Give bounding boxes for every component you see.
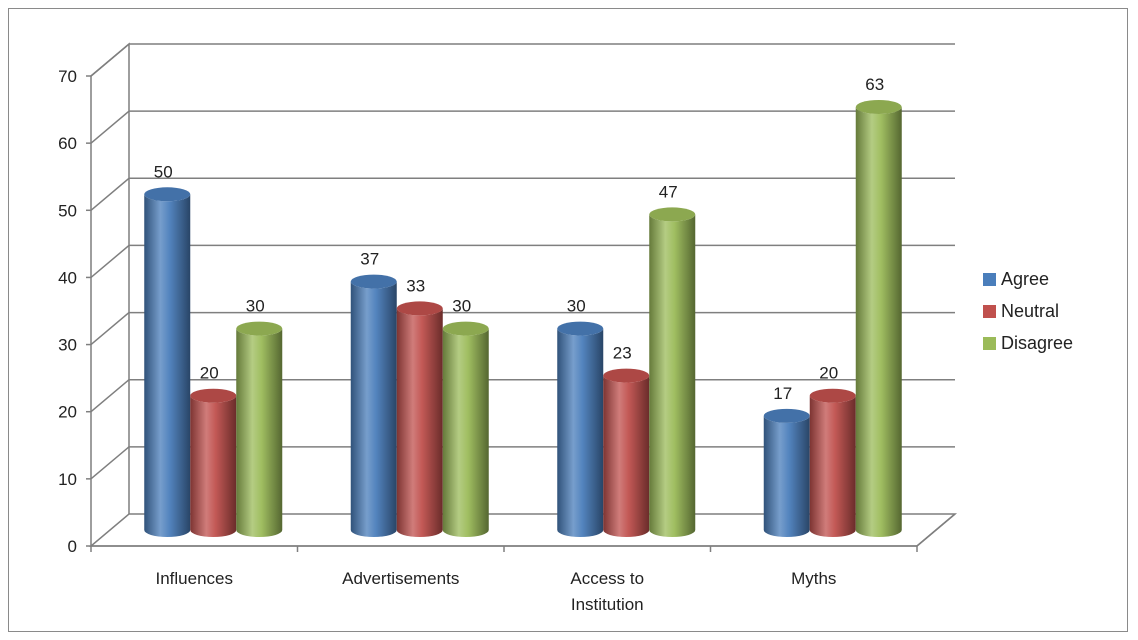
x-axis: Influences Advertisements Access to Institu… [90, 513, 956, 614]
y-tick-label-0: 0 [68, 537, 77, 556]
x-tick-label-myths: Myths [791, 569, 836, 588]
data-label-myths-neutral: 20 [819, 364, 838, 383]
x-axis-edge [916, 513, 956, 547]
legend-swatch-agree [983, 273, 996, 286]
data-label-access-to-institution-neutral: 23 [613, 344, 632, 363]
bar-advertisements-agree [350, 281, 397, 537]
data-label-influences-agree: 50 [154, 162, 173, 181]
y-tick-label-30: 30 [58, 336, 77, 355]
y-tick-label-50: 50 [58, 201, 77, 220]
bar-myths-disagree [855, 107, 902, 537]
y-tick-label-20: 20 [58, 403, 77, 422]
bar-top-advertisements-neutral [396, 301, 443, 316]
bar-top-influences-agree [144, 187, 191, 202]
x-tick-label-line: Access to [570, 569, 644, 588]
bar-top-access-to-institution-neutral [603, 368, 650, 383]
x-tick-label-advertisements: Advertisements [342, 569, 459, 588]
bar-top-myths-disagree [855, 100, 902, 114]
x-tick-label-line: Myths [791, 569, 836, 588]
data-label-advertisements-disagree: 30 [452, 297, 471, 316]
x-tick-label-influences: Influences [156, 569, 234, 588]
gridline-side-60 [90, 110, 130, 144]
bar-access-to-institution-neutral [603, 375, 650, 537]
clustered-cylinder-chart: 0 10 20 30 40 50 60 70 50 20 30 37 33 30 30 23 47 17 20 63… [58, 42, 1073, 614]
y-tick-label-10: 10 [58, 470, 77, 489]
bar-access-to-institution-disagree [649, 214, 696, 537]
y-tick-label-70: 70 [58, 67, 77, 86]
legend: Agree Neutral Disagree [983, 269, 1073, 353]
side-wall [90, 42, 130, 546]
bar-top-access-to-institution-disagree [649, 207, 696, 222]
bar-influences-disagree [236, 328, 283, 537]
x-tick-label-access-to-institution: Access to Institution [570, 569, 644, 614]
data-label-influences-disagree: 30 [246, 297, 265, 316]
gridline-side-10 [90, 446, 130, 480]
bar-top-access-to-institution-agree [557, 321, 604, 336]
data-label-advertisements-agree: 37 [360, 250, 379, 269]
y-tick-label-40: 40 [58, 268, 77, 287]
data-label-access-to-institution-agree: 30 [567, 297, 586, 316]
bar-influences-agree [144, 194, 191, 538]
x-tick-label-line: Advertisements [342, 569, 459, 588]
data-labels: 50 20 30 37 33 30 30 23 47 17 20 63 [154, 75, 884, 403]
bar-myths-neutral [809, 395, 856, 537]
bar-top-myths-neutral [809, 388, 856, 403]
bar-advertisements-disagree [442, 328, 489, 537]
bar-top-advertisements-agree [350, 274, 397, 289]
data-label-advertisements-neutral: 33 [406, 276, 425, 295]
gridline-side-30 [90, 311, 130, 346]
data-label-myths-agree: 17 [773, 384, 792, 403]
bar-top-influences-disagree [236, 321, 283, 336]
data-label-influences-neutral: 20 [200, 364, 219, 383]
bar-influences-neutral [190, 395, 237, 537]
gridline-side-50 [90, 177, 130, 211]
bar-myths-agree [763, 415, 810, 537]
bar-advertisements-neutral [396, 308, 443, 537]
data-label-myths-disagree: 63 [865, 75, 884, 94]
chart-frame: 0 10 20 30 40 50 60 70 50 20 30 37 33 30 30 23 47 17 20 63… [8, 8, 1128, 632]
gridline-side-40 [90, 244, 130, 279]
legend-label-disagree: Disagree [1001, 333, 1073, 353]
x-tick-label-line: Influences [156, 569, 234, 588]
x-tick-label-line: Institution [571, 595, 644, 614]
bar-top-advertisements-disagree [442, 321, 489, 336]
y-axis-ticks: 0 10 20 30 40 50 60 70 [58, 67, 91, 556]
bar-top-influences-neutral [190, 388, 237, 403]
y-tick-label-60: 60 [58, 134, 77, 153]
bar-access-to-institution-agree [557, 328, 604, 537]
gridline-side-70 [90, 43, 130, 77]
bars [144, 100, 902, 538]
legend-swatch-neutral [983, 305, 996, 318]
legend-label-agree: Agree [1001, 269, 1049, 289]
bar-top-myths-agree [763, 408, 810, 423]
data-label-access-to-institution-disagree: 47 [659, 182, 678, 201]
gridline-side-20 [90, 379, 130, 413]
legend-label-neutral: Neutral [1001, 301, 1059, 321]
legend-swatch-disagree [983, 337, 996, 350]
